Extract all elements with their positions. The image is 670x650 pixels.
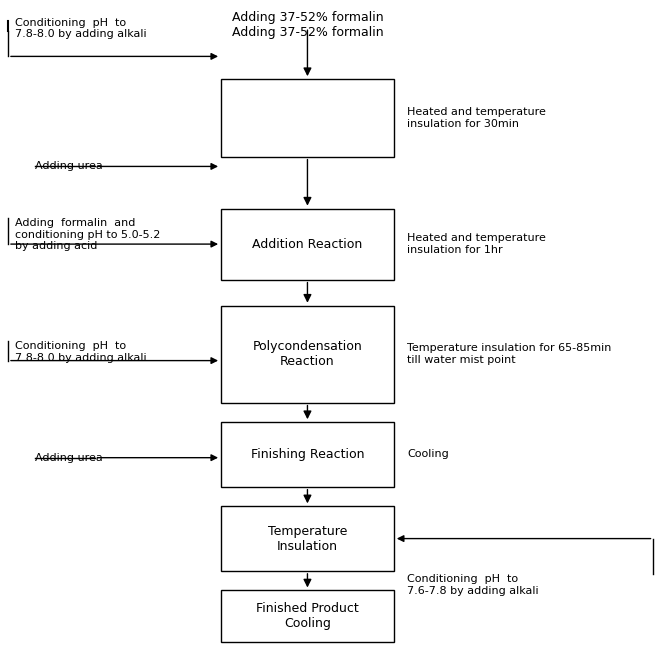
- Text: Finishing Reaction: Finishing Reaction: [251, 448, 364, 461]
- FancyBboxPatch shape: [221, 306, 394, 402]
- Text: Temperature
Insulation: Temperature Insulation: [268, 525, 347, 552]
- Text: Heated and temperature
insulation for 30min: Heated and temperature insulation for 30…: [407, 107, 546, 129]
- Text: Finished Product
Cooling: Finished Product Cooling: [256, 603, 359, 630]
- Text: Addition Reaction: Addition Reaction: [253, 238, 362, 251]
- Text: Cooling: Cooling: [407, 449, 449, 460]
- Text: Adding 37-52% formalin
Adding 37-52% formalin: Adding 37-52% formalin Adding 37-52% for…: [232, 11, 383, 39]
- FancyBboxPatch shape: [221, 422, 394, 487]
- Text: Heated and temperature
insulation for 1hr: Heated and temperature insulation for 1h…: [407, 233, 546, 255]
- Text: Conditioning  pH  to
7.6-7.8 by adding alkali: Conditioning pH to 7.6-7.8 by adding alk…: [407, 574, 539, 596]
- Text: Adding urea: Adding urea: [35, 161, 103, 172]
- Text: Adding urea: Adding urea: [35, 452, 103, 463]
- Text: Temperature insulation for 65-85min
till water mist point: Temperature insulation for 65-85min till…: [407, 343, 612, 365]
- FancyBboxPatch shape: [221, 590, 394, 642]
- FancyBboxPatch shape: [221, 506, 394, 571]
- Text: Conditioning  pH  to
7.8-8.0 by adding alkali: Conditioning pH to 7.8-8.0 by adding alk…: [15, 341, 146, 363]
- Text: Adding  formalin  and
conditioning pH to 5.0-5.2
by adding acid: Adding formalin and conditioning pH to 5…: [15, 218, 160, 252]
- FancyBboxPatch shape: [221, 209, 394, 280]
- Text: Polycondensation
Reaction: Polycondensation Reaction: [253, 340, 362, 368]
- Text: Conditioning  pH  to
7.8-8.0 by adding alkali: Conditioning pH to 7.8-8.0 by adding alk…: [15, 18, 146, 39]
- FancyBboxPatch shape: [221, 79, 394, 157]
